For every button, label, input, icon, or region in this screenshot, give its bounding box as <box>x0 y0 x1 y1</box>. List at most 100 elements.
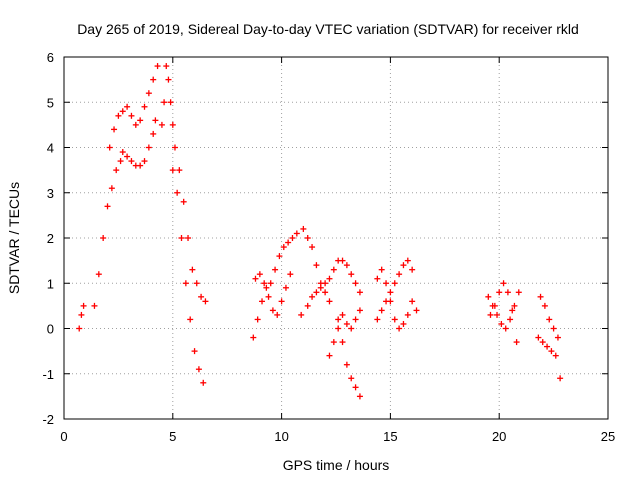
data-point <box>80 302 87 309</box>
data-point <box>252 275 259 282</box>
data-point <box>326 298 333 305</box>
series-arc-m <box>374 257 416 323</box>
data-point <box>187 316 194 323</box>
data-point <box>100 235 107 241</box>
data-point <box>95 271 102 278</box>
data-point <box>339 311 346 318</box>
data-point <box>304 302 311 309</box>
data-point <box>326 275 333 282</box>
data-point <box>387 298 394 305</box>
data-point <box>343 361 350 368</box>
data-point <box>169 121 176 128</box>
data-point <box>485 293 492 300</box>
data-point <box>272 266 279 273</box>
data-point <box>535 334 542 341</box>
data-point <box>550 325 557 332</box>
data-point <box>158 121 165 128</box>
data-point <box>330 339 337 346</box>
data-point <box>108 185 115 192</box>
y-tick-label: 6 <box>47 50 54 65</box>
series-arc-i <box>298 225 333 318</box>
y-tick-label: -1 <box>42 367 54 382</box>
data-point <box>91 302 98 309</box>
y-tick-label: 4 <box>47 141 54 156</box>
data-point <box>141 158 148 165</box>
y-tick-label: 5 <box>47 95 54 110</box>
data-point <box>554 334 561 341</box>
data-point <box>259 298 266 305</box>
data-point <box>280 244 287 251</box>
data-point <box>498 320 505 327</box>
data-point <box>404 311 411 318</box>
x-tick-label: 25 <box>601 429 615 444</box>
data-point <box>491 302 498 309</box>
data-point <box>356 289 363 296</box>
data-point <box>152 117 159 124</box>
series-arc-k <box>326 307 363 359</box>
data-point <box>176 167 183 174</box>
data-point <box>509 307 516 314</box>
data-point <box>352 316 359 323</box>
x-axis-label: GPS time / hours <box>283 457 390 473</box>
data-point <box>343 262 350 269</box>
data-point <box>309 244 316 251</box>
data-point <box>339 257 346 264</box>
series-arc-j <box>304 257 363 309</box>
data-point <box>195 366 202 373</box>
data-point <box>76 325 83 332</box>
x-tick-label: 10 <box>274 429 288 444</box>
data-point <box>132 121 139 128</box>
data-point <box>256 271 263 278</box>
data-point <box>352 280 359 287</box>
y-tick-label: 0 <box>47 322 54 337</box>
data-point <box>200 379 207 386</box>
data-point <box>515 289 522 296</box>
data-point <box>313 289 320 296</box>
chart-title: Day 265 of 2019, Sidereal Day-to-day VTE… <box>77 21 579 37</box>
data-point <box>282 284 289 291</box>
data-point <box>511 302 518 309</box>
data-point <box>400 262 407 269</box>
data-point <box>539 339 546 346</box>
data-point <box>513 339 520 346</box>
series-arc-o <box>485 289 522 332</box>
data-point <box>343 320 350 327</box>
data-point <box>124 103 131 110</box>
data-point <box>502 325 509 332</box>
data-point <box>278 298 285 305</box>
data-point <box>141 103 148 110</box>
data-point <box>265 293 272 300</box>
data-point <box>267 280 274 287</box>
data-point <box>404 257 411 264</box>
data-point <box>409 298 416 305</box>
data-point <box>313 262 320 269</box>
series-arc-n <box>374 266 420 332</box>
data-point <box>113 167 120 174</box>
series-arc-e <box>158 63 209 305</box>
series-arc-p <box>487 280 520 346</box>
data-point <box>304 235 311 241</box>
data-point <box>378 307 385 314</box>
axis-ticks: 0 5 10 15 20 25 -2 -1 0 1 2 3 4 5 6 <box>42 50 615 444</box>
data-point <box>339 339 346 346</box>
data-point <box>182 280 189 287</box>
grid <box>64 57 608 419</box>
data-point <box>396 325 403 332</box>
data-point <box>544 343 551 350</box>
data-point <box>274 311 281 318</box>
data-point <box>300 225 307 232</box>
data-point <box>348 325 355 332</box>
data-point <box>348 271 355 278</box>
data-point <box>171 144 178 151</box>
data-point <box>111 126 118 133</box>
y-tick-label: 2 <box>47 231 54 246</box>
data-point <box>537 293 544 300</box>
data-point <box>500 280 507 287</box>
data-point <box>335 325 342 332</box>
data-point <box>169 167 176 174</box>
data-point <box>104 203 111 210</box>
data-point <box>322 280 329 287</box>
series-arc-a <box>76 302 87 332</box>
data-point <box>507 316 514 323</box>
